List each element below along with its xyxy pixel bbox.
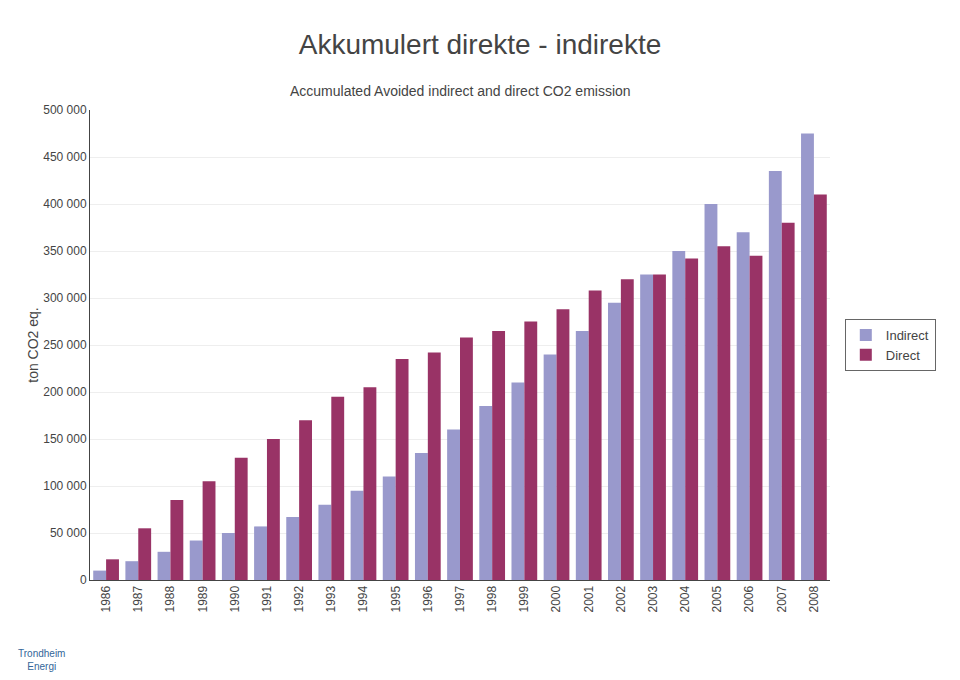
svg-text:1989: 1989 — [196, 585, 210, 612]
svg-text:400 000: 400 000 — [43, 197, 87, 211]
svg-text:ton CO2 eq.: ton CO2 eq. — [25, 307, 41, 383]
svg-text:1997: 1997 — [453, 585, 467, 612]
svg-text:0: 0 — [80, 573, 87, 587]
svg-text:Indirect: Indirect — [886, 328, 929, 343]
svg-text:2008: 2008 — [807, 585, 821, 612]
svg-text:1998: 1998 — [485, 585, 499, 612]
svg-text:2001: 2001 — [582, 585, 596, 612]
svg-text:2000: 2000 — [549, 585, 563, 612]
svg-text:300 000: 300 000 — [43, 291, 87, 305]
svg-text:1986: 1986 — [99, 585, 113, 612]
svg-text:50 000: 50 000 — [50, 526, 87, 540]
svg-text:1996: 1996 — [421, 585, 435, 612]
svg-text:2003: 2003 — [646, 585, 660, 612]
svg-text:1988: 1988 — [163, 585, 177, 612]
svg-text:1995: 1995 — [389, 585, 403, 612]
svg-text:2004: 2004 — [678, 585, 692, 612]
svg-text:100 000: 100 000 — [43, 479, 87, 493]
svg-text:250 000: 250 000 — [43, 338, 87, 352]
svg-text:1993: 1993 — [324, 585, 338, 612]
svg-text:1987: 1987 — [131, 585, 145, 612]
svg-text:350 000: 350 000 — [43, 244, 87, 258]
svg-text:200 000: 200 000 — [43, 385, 87, 399]
svg-text:500 000: 500 000 — [43, 103, 87, 117]
svg-text:450 000: 450 000 — [43, 150, 87, 164]
svg-text:Accumulated Avoided indirect a: Accumulated Avoided indirect and direct … — [290, 83, 631, 99]
svg-text:Direct: Direct — [886, 348, 920, 363]
svg-text:TrondheimEnergi: TrondheimEnergi — [18, 648, 65, 672]
svg-text:1990: 1990 — [228, 585, 242, 612]
svg-text:Akkumulert direkte - indirekte: Akkumulert direkte - indirekte — [299, 29, 662, 60]
svg-text:150 000: 150 000 — [43, 432, 87, 446]
svg-text:1999: 1999 — [517, 585, 531, 612]
svg-text:1992: 1992 — [292, 585, 306, 612]
svg-text:2005: 2005 — [710, 585, 724, 612]
svg-text:2006: 2006 — [742, 585, 756, 612]
svg-text:1994: 1994 — [356, 585, 370, 612]
svg-text:2007: 2007 — [775, 585, 789, 612]
svg-text:1991: 1991 — [260, 585, 274, 612]
svg-text:2002: 2002 — [614, 585, 628, 612]
